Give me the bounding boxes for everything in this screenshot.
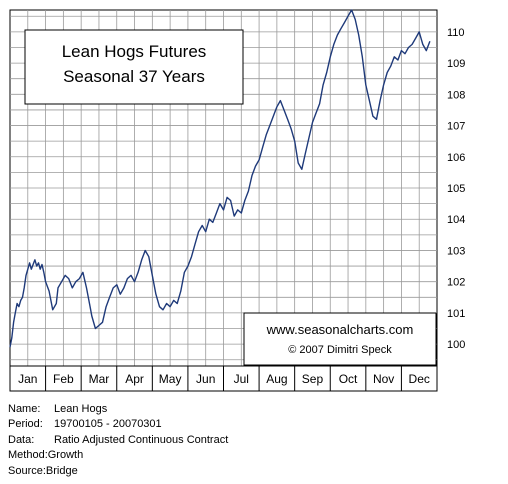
meta-period-row: Period: 19700105 - 20070301	[8, 417, 228, 432]
y-tick-label: 101	[447, 308, 465, 320]
watermark-copyright: © 2007 Dimitri Speck	[288, 344, 392, 356]
y-tick-label: 104	[447, 214, 465, 226]
watermark-url: www.seasonalcharts.com	[266, 322, 414, 337]
meta-source-label: Source:	[8, 464, 46, 477]
meta-data-label: Data:	[8, 433, 35, 446]
title-box: Lean Hogs Futures Seasonal 37 Years	[24, 29, 244, 105]
y-tick-label: 107	[447, 121, 465, 133]
y-tick-label: 102	[447, 277, 465, 289]
y-tick-label: 108	[447, 89, 465, 101]
month-tick-label: Aug	[266, 372, 287, 386]
meta-period-label: Period:	[8, 418, 43, 431]
watermark-box: www.seasonalcharts.com © 2007 Dimitri Sp…	[243, 312, 437, 366]
y-tick-label: 106	[447, 152, 465, 164]
y-tick-label: 109	[447, 58, 465, 70]
month-tick-label: Dec	[409, 372, 430, 386]
month-tick-label: Jan	[18, 372, 37, 386]
y-tick-label: 100	[447, 339, 465, 351]
meta-source-row: Source: Bridge	[8, 464, 228, 479]
meta-method-row: Method: Growth	[8, 448, 228, 463]
meta-method-label: Method:	[8, 449, 48, 462]
month-tick-label: Apr	[125, 372, 144, 386]
month-tick-label: Jul	[234, 372, 249, 386]
chart: Jan Feb Mar Apr May Jun Jul Aug Sep Oct Nov Dec 100 1…	[9, 9, 465, 392]
month-tick-label: Nov	[373, 372, 394, 386]
chart-title-line2: Seasonal 37 Years	[63, 67, 205, 86]
chart-title-line1: Lean Hogs Futures	[62, 42, 207, 61]
month-tick-label: Jun	[196, 372, 215, 386]
month-tick-label: Feb	[53, 372, 74, 386]
y-tick-label: 105	[447, 183, 465, 195]
meta-name-row: Name: Lean Hogs	[8, 402, 228, 417]
meta-name-value: Lean Hogs	[54, 403, 108, 415]
month-tick-label: May	[159, 372, 182, 386]
series-line	[9, 9, 431, 348]
axes: Jan Feb Mar Apr May Jun Jul Aug Sep Oct Nov Dec 100 1…	[9, 27, 465, 392]
y-tick-label: 103	[447, 245, 465, 257]
meta-data-value: Ratio Adjusted Continuous Contract	[54, 433, 229, 446]
meta-source-value: Bridge	[45, 464, 78, 477]
meta-period-value: 19700105 - 20070301	[54, 418, 162, 431]
month-tick-label: Sep	[302, 372, 324, 386]
month-tick-label: Oct	[339, 372, 358, 386]
month-tick-label: Mar	[89, 372, 110, 386]
chart-metadata: Name: Lean Hogs Period: 19700105 - 20070…	[8, 402, 228, 479]
meta-method-value: Growth	[47, 449, 84, 462]
y-tick-label: 110	[447, 27, 465, 39]
meta-data-row: Data: Ratio Adjusted Continuous Contract	[8, 433, 228, 448]
meta-name-label: Name:	[8, 403, 41, 415]
